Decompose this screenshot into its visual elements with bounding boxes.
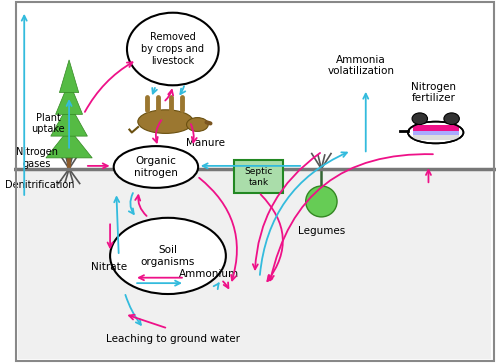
- Polygon shape: [46, 129, 92, 158]
- Text: Plant
uptake: Plant uptake: [32, 113, 65, 134]
- FancyBboxPatch shape: [234, 160, 283, 193]
- Circle shape: [412, 113, 428, 125]
- Polygon shape: [51, 103, 87, 136]
- Circle shape: [444, 113, 459, 125]
- Text: Ammonia
volatilization: Ammonia volatilization: [327, 54, 394, 76]
- Text: Nitrate: Nitrate: [91, 262, 127, 272]
- Ellipse shape: [114, 146, 198, 188]
- Ellipse shape: [306, 186, 337, 217]
- Bar: [413, 125, 459, 131]
- Text: Legumes: Legumes: [298, 226, 345, 236]
- Ellipse shape: [127, 13, 219, 85]
- Bar: [413, 134, 459, 140]
- Ellipse shape: [408, 122, 463, 143]
- Bar: [413, 130, 459, 135]
- Text: Nitrogen
gases: Nitrogen gases: [16, 147, 58, 169]
- Text: Nitrogen
fertilizer: Nitrogen fertilizer: [411, 82, 456, 103]
- Polygon shape: [60, 60, 79, 93]
- Text: Manure: Manure: [186, 138, 225, 148]
- Text: Denitrification: Denitrification: [5, 180, 75, 190]
- Ellipse shape: [186, 118, 208, 131]
- Text: Soil
organisms: Soil organisms: [141, 245, 195, 267]
- Text: Septic
tank: Septic tank: [244, 167, 273, 187]
- Text: Ammonium: Ammonium: [179, 269, 239, 279]
- Text: Organic
nitrogen: Organic nitrogen: [134, 156, 178, 178]
- Ellipse shape: [110, 218, 226, 294]
- Bar: [18, 169, 491, 359]
- Polygon shape: [56, 82, 83, 114]
- Ellipse shape: [138, 110, 193, 133]
- Text: Leaching to ground water: Leaching to ground water: [106, 334, 240, 344]
- Text: Removed
by crops and
livestock: Removed by crops and livestock: [141, 32, 204, 66]
